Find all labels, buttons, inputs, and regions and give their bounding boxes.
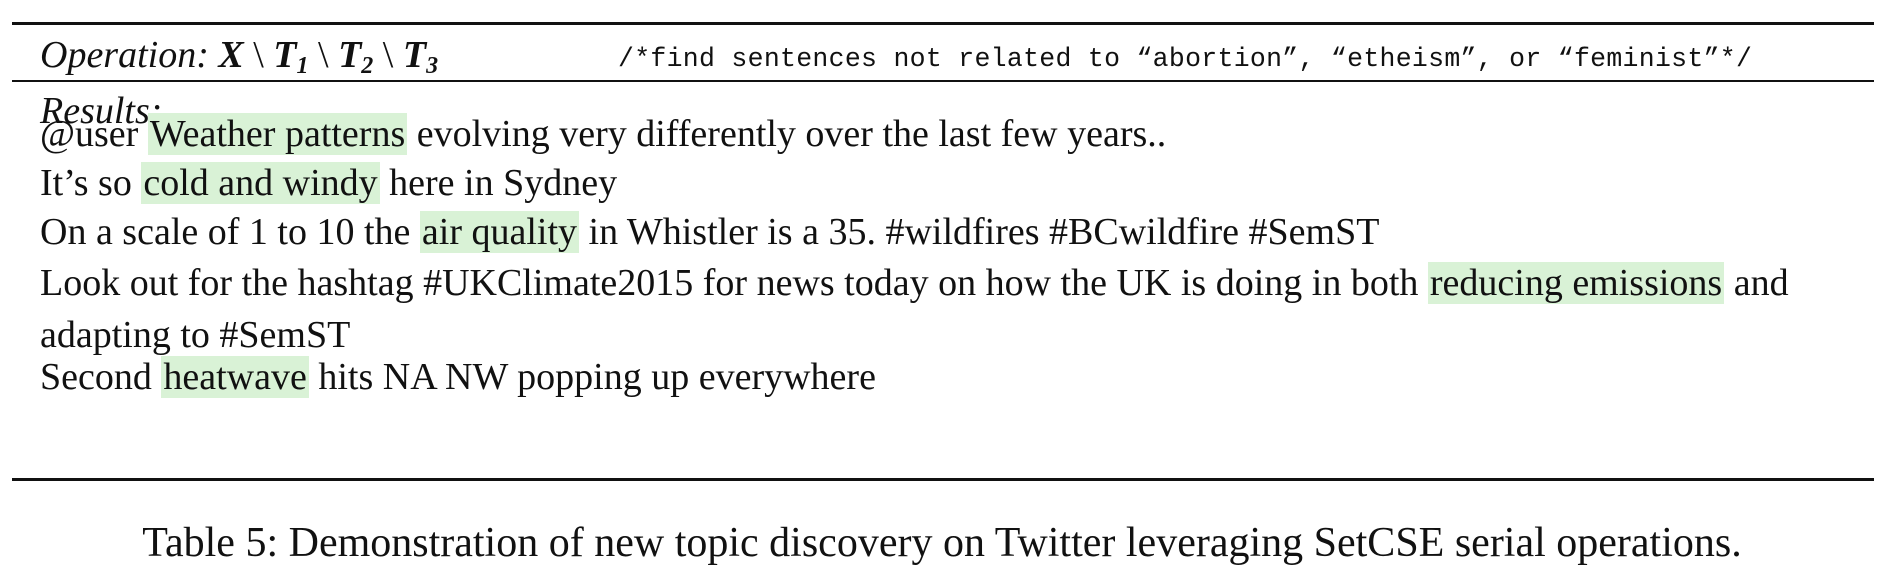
table-caption: Table 5: Demonstration of new topic disc…	[142, 520, 1742, 566]
result-sentence-1: @user Weather patterns evolving very dif…	[40, 113, 1167, 155]
highlighted-phrase: Weather patterns	[147, 113, 408, 155]
table-header-rule	[12, 80, 1874, 82]
highlighted-phrase: reducing emissions	[1427, 262, 1725, 304]
operation-heading: Operation: X \ T1 \ T2 \ T3	[40, 32, 438, 89]
operation-comment: /*find sentences not related to “abortio…	[618, 44, 1753, 74]
operation-row: Operation: X \ T1 \ T2 \ T3 /*find sente…	[40, 30, 1874, 80]
operation-expression: X \ T1 \ T2 \ T3	[218, 34, 439, 79]
highlighted-phrase: heatwave	[161, 356, 309, 398]
result-sentence-2: It’s so cold and windy here in Sydney	[40, 162, 618, 204]
highlighted-phrase: air quality	[419, 211, 580, 253]
operation-label: Operation:	[40, 34, 209, 76]
results-label: Results:	[40, 90, 163, 132]
table-top-rule	[12, 22, 1874, 25]
highlighted-phrase: cold and windy	[141, 162, 380, 204]
result-sentence-4: Look out for the hashtag #UKClimate2015 …	[40, 262, 1789, 356]
result-sentence-3: On a scale of 1 to 10 the air quality in…	[40, 211, 1380, 253]
result-sentence-5: Second heatwave hits NA NW popping up ev…	[40, 356, 876, 398]
table-bottom-rule	[12, 478, 1874, 481]
